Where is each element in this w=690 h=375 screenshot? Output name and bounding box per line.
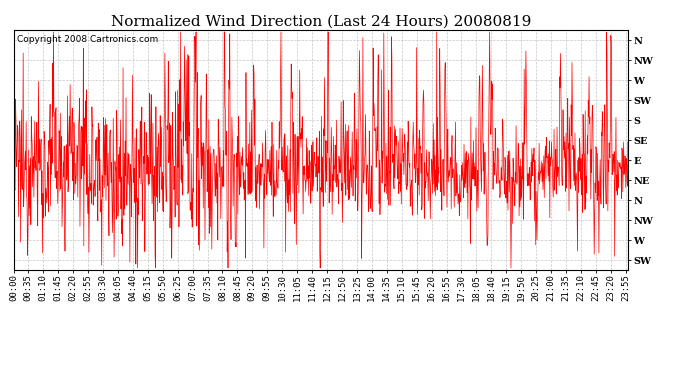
Text: Copyright 2008 Cartronics.com: Copyright 2008 Cartronics.com xyxy=(17,35,158,44)
Title: Normalized Wind Direction (Last 24 Hours) 20080819: Normalized Wind Direction (Last 24 Hours… xyxy=(110,15,531,29)
